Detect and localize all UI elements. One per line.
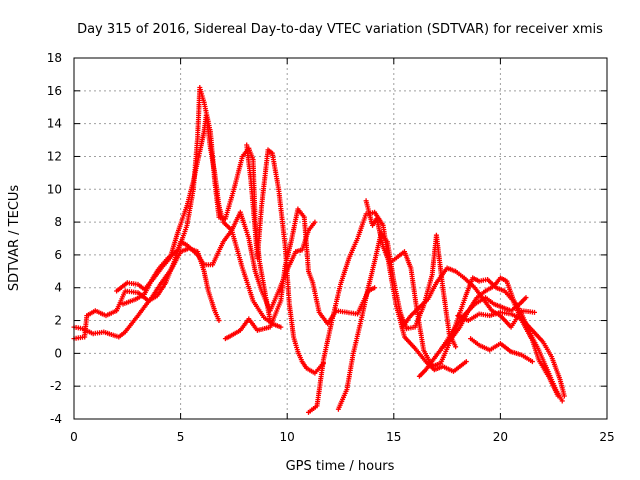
y-tick-label: -4 bbox=[50, 412, 62, 426]
series-arc-4 bbox=[120, 85, 273, 324]
grid bbox=[74, 58, 607, 419]
y-tick-label: 16 bbox=[47, 84, 62, 98]
data-point bbox=[312, 219, 318, 225]
y-tick-label: 8 bbox=[54, 215, 62, 229]
data-point bbox=[278, 324, 284, 330]
y-tick-label: 18 bbox=[47, 51, 62, 65]
y-tick-label: 4 bbox=[54, 281, 62, 295]
data-point bbox=[372, 285, 378, 291]
x-tick-label: 15 bbox=[386, 430, 401, 444]
series-arc-13 bbox=[468, 336, 535, 365]
series-arc-10 bbox=[399, 265, 538, 330]
y-tick-label: 10 bbox=[47, 182, 62, 196]
data-point bbox=[453, 344, 459, 350]
data-point bbox=[529, 359, 535, 365]
y-tick-label: 14 bbox=[47, 117, 62, 131]
plot-area bbox=[71, 85, 567, 415]
y-tick-label: 2 bbox=[54, 314, 62, 328]
y-axis-label: SDTVAR / TECUs bbox=[7, 185, 22, 292]
x-axis-label: GPS time / hours bbox=[286, 459, 395, 474]
series-arc-5 bbox=[244, 142, 326, 376]
data-point bbox=[561, 393, 567, 399]
x-tick-label: 0 bbox=[70, 430, 78, 444]
data-point bbox=[523, 295, 529, 301]
y-tick-label: 6 bbox=[54, 248, 62, 262]
x-tick-label: 20 bbox=[493, 430, 508, 444]
series-arc-14 bbox=[438, 295, 529, 353]
plot-frame bbox=[73, 57, 608, 420]
y-tick-label: 12 bbox=[47, 149, 62, 163]
data-point bbox=[463, 359, 469, 365]
axis-ticks: 0 5 10 15 20 25 -4 -2 0 2 4 6 8 10 12 14 16 18 bbox=[47, 51, 615, 444]
data-point bbox=[532, 309, 538, 315]
x-tick-label: 5 bbox=[177, 430, 185, 444]
x-tick-label: 25 bbox=[599, 430, 614, 444]
chart-title: Day 315 of 2016, Sidereal Day-to-day VTE… bbox=[77, 22, 603, 37]
data-point bbox=[559, 398, 565, 404]
data-point bbox=[216, 318, 222, 324]
x-tick-label: 10 bbox=[280, 430, 295, 444]
y-tick-label: -2 bbox=[50, 379, 62, 393]
y-tick-label: 0 bbox=[54, 346, 62, 360]
series-arc-12 bbox=[455, 309, 567, 399]
